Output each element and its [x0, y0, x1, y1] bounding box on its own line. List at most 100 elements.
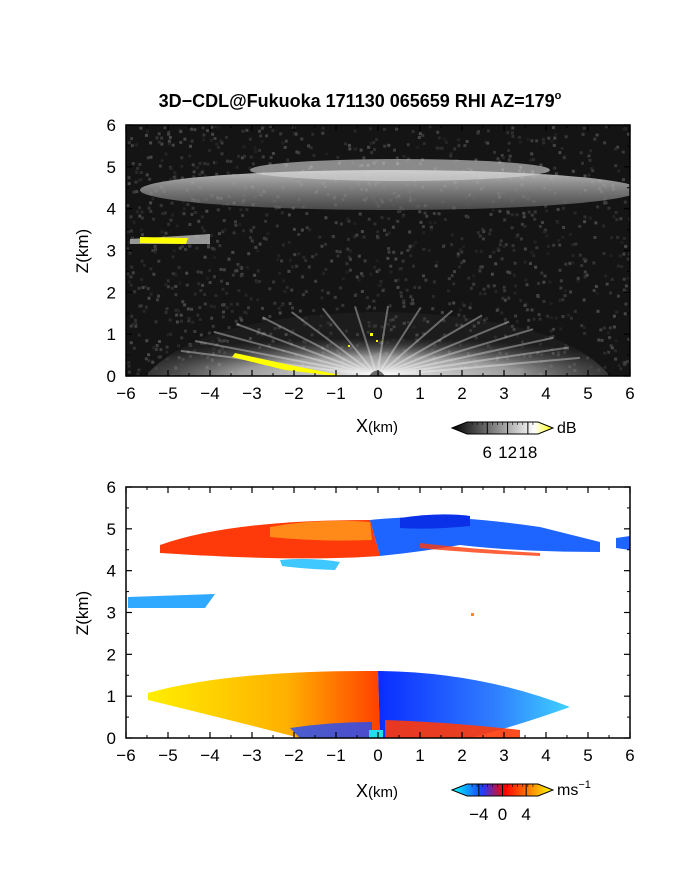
intensity-noise-pixel [444, 140, 448, 144]
intensity-noise-pixel [503, 289, 507, 293]
intensity-noise-pixel [145, 133, 148, 137]
intensity-noise-pixel [206, 162, 210, 166]
intensity-noise-pixel [541, 137, 545, 141]
intensity-x-tick-label: −2 [284, 384, 303, 403]
intensity-noise-pixel [563, 294, 567, 298]
intensity-noise-pixel [621, 360, 625, 364]
intensity-noise-pixel [551, 327, 555, 331]
intensity-noise-pixel [395, 127, 398, 131]
intensity-noise-pixel [309, 146, 313, 150]
intensity-noise-pixel [538, 317, 542, 321]
intensity-x-tick-label: 0 [373, 384, 382, 403]
intensity-noise-pixel [372, 299, 376, 303]
intensity-noise-pixel [372, 141, 376, 145]
velocity-x-axis-label-unit: (km) [368, 784, 398, 801]
intensity-noise-pixel [365, 307, 369, 310]
velocity-colorbar: −4 0 4 ms−1 [450, 779, 591, 824]
intensity-noise-pixel [284, 139, 288, 143]
intensity-noise-pixel [307, 265, 311, 269]
intensity-noise-pixel [285, 285, 289, 289]
intensity-noise-pixel [609, 254, 613, 258]
intensity-noise-pixel [276, 258, 280, 261]
intensity-noise-pixel [191, 206, 195, 210]
intensity-noise-pixel [415, 146, 419, 149]
intensity-noise-pixel [288, 302, 292, 306]
intensity-noise-pixel [232, 231, 236, 235]
intensity-noise-pixel [169, 167, 173, 170]
intensity-noise-pixel [369, 272, 373, 276]
velocity-x-tick-label: 3 [499, 746, 508, 765]
intensity-noise-pixel [573, 211, 577, 215]
intensity-noise-pixel [188, 223, 192, 226]
intensity-noise-pixel [387, 217, 391, 221]
intensity-noise-pixel [238, 222, 242, 226]
intensity-noise-pixel [216, 125, 220, 129]
intensity-noise-pixel [157, 140, 161, 144]
velocity-x-axis-label: X(km) [356, 781, 398, 801]
intensity-noise-pixel [506, 131, 510, 135]
intensity-noise-pixel [220, 279, 223, 283]
intensity-noise-pixel [375, 138, 378, 142]
intensity-noise-pixel [383, 127, 386, 131]
intensity-noise-pixel [147, 353, 151, 357]
intensity-colorbar-ticks: 6 12 18 [471, 422, 537, 462]
intensity-noise-pixel [479, 249, 483, 253]
intensity-noise-pixel [164, 152, 168, 156]
intensity-noise-pixel [539, 163, 543, 167]
intensity-noise-pixel [271, 152, 275, 155]
intensity-noise-pixel [210, 139, 213, 142]
intensity-noise-pixel [595, 292, 599, 295]
intensity-noise-pixel [627, 337, 630, 341]
intensity-noise-pixel [588, 216, 592, 220]
intensity-noise-pixel [198, 172, 202, 176]
intensity-noise-pixel [209, 233, 213, 237]
intensity-beam-ray [376, 320, 510, 376]
intensity-noise-pixel [215, 142, 219, 146]
intensity-noise-pixel [558, 243, 562, 247]
intensity-noise-pixel [428, 221, 432, 225]
intensity-noise-pixel [222, 219, 226, 223]
intensity-noise-pixel [373, 265, 377, 269]
intensity-noise-pixel [283, 290, 287, 293]
intensity-noise-pixel [462, 304, 466, 307]
intensity-noise-pixel [520, 222, 524, 226]
intensity-noise-pixel [546, 170, 550, 174]
intensity-noise-pixel [578, 253, 582, 257]
intensity-noise-pixel [475, 249, 478, 253]
intensity-beam-ray [376, 346, 569, 376]
intensity-noise-pixel [245, 265, 249, 269]
intensity-noise-pixel [383, 228, 386, 232]
intensity-noise-pixel [603, 141, 607, 145]
intensity-noise-pixel [593, 236, 597, 239]
intensity-noise-pixel [275, 224, 279, 228]
intensity-noise-pixel [256, 249, 260, 253]
intensity-noise-pixel [262, 236, 266, 240]
intensity-axes: −6 −5 −4 −3 −2 −1 0 1 2 3 4 5 6 0 1 2 3 4 5 6 [107, 116, 635, 403]
velocity-y-tick-label: 5 [107, 520, 116, 539]
intensity-noise-pixel [400, 251, 404, 255]
intensity-noise-pixel [561, 235, 565, 239]
intensity-noise-pixel [522, 211, 526, 215]
intensity-noise-pixel [221, 230, 225, 234]
intensity-noise-pixel [571, 254, 575, 257]
intensity-noise-pixel [428, 125, 432, 129]
intensity-noise-pixel [377, 268, 381, 272]
intensity-noise-pixel [508, 154, 512, 158]
intensity-noise-pixel [532, 254, 536, 258]
intensity-noise-pixel [525, 283, 529, 287]
intensity-noise-pixel [134, 324, 138, 328]
intensity-noise-pixel [568, 261, 572, 265]
intensity-noise-pixel [529, 262, 532, 265]
intensity-noise-pixel [515, 320, 519, 324]
intensity-noise-pixel [256, 298, 260, 302]
intensity-noise-pixel [288, 258, 292, 262]
intensity-noise-pixel [244, 293, 248, 297]
intensity-noise-pixel [594, 221, 598, 225]
intensity-beam-ray [354, 306, 378, 376]
intensity-noise-pixel [627, 132, 630, 136]
intensity-noise-pixel [554, 172, 558, 176]
intensity-noise-pixel [142, 309, 146, 313]
velocity-x-tick-label: −6 [116, 746, 135, 765]
intensity-noise-pixel [583, 273, 587, 276]
